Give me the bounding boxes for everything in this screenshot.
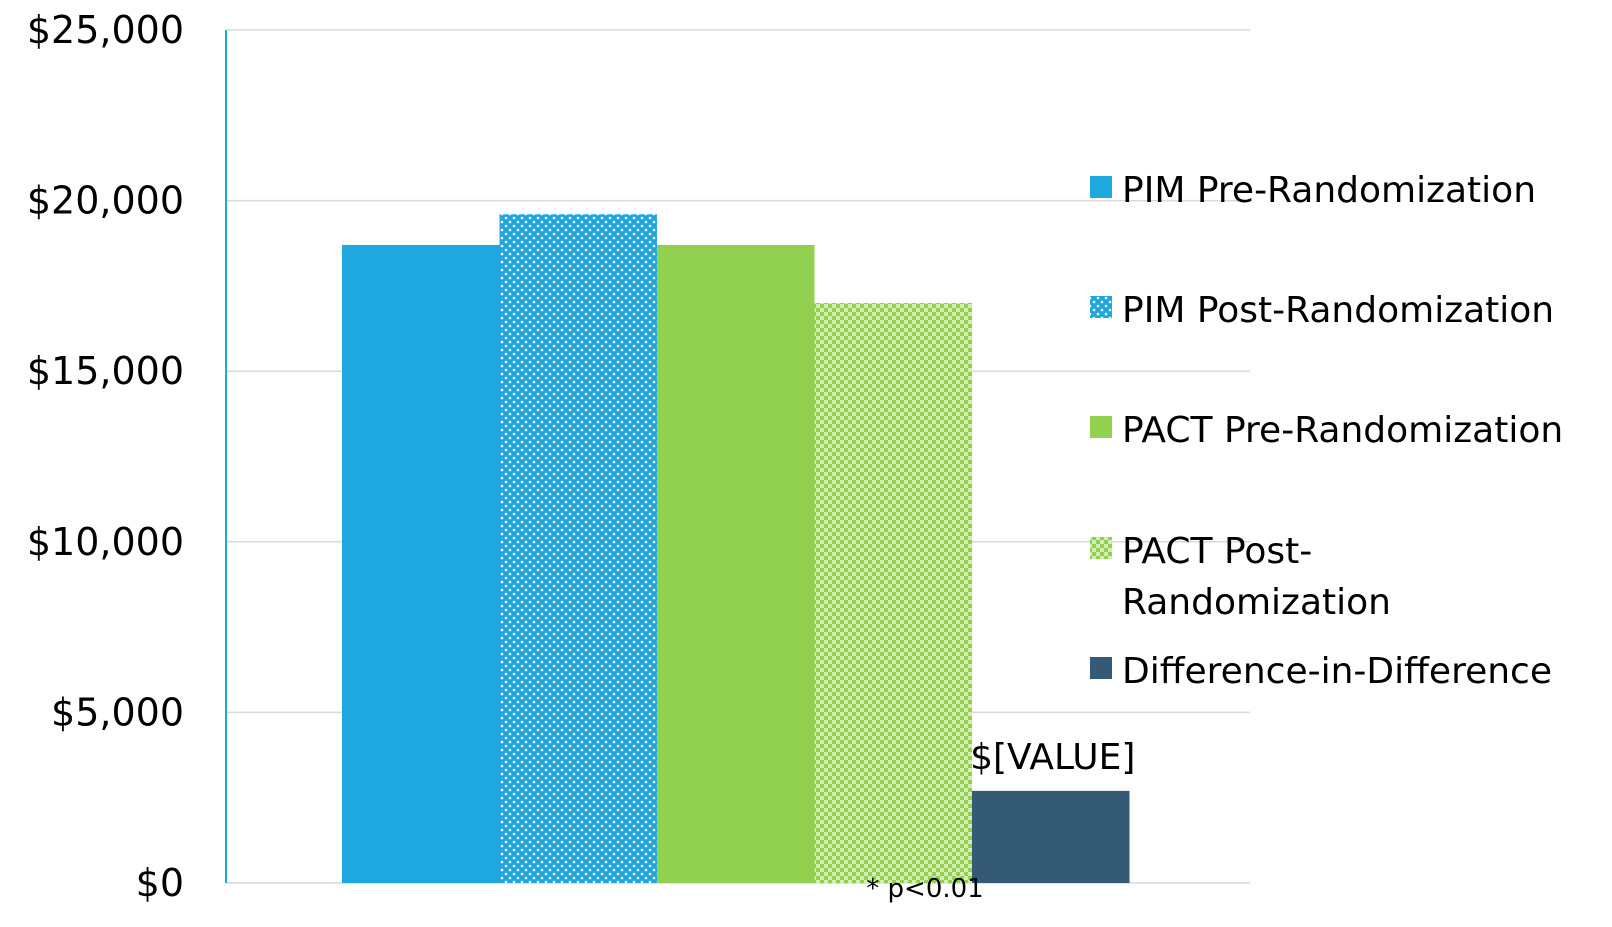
data-label: $[VALUE] <box>970 737 1135 778</box>
y-tick-label: $5,000 <box>51 690 184 734</box>
footnote: * p<0.01 <box>866 874 983 904</box>
y-tick-label: $20,000 <box>27 179 184 223</box>
legend-label: PIM Post-Randomization <box>1122 290 1554 331</box>
bar-difference-in-difference <box>972 790 1130 883</box>
legend-label: Difference-in-Difference <box>1122 651 1552 692</box>
y-tick-label: $15,000 <box>27 349 184 393</box>
y-tick-label: $10,000 <box>27 520 184 564</box>
legend-label: PIM Pre-Randomization <box>1122 170 1536 211</box>
y-tick-label: $0 <box>136 861 184 905</box>
bar-pim-post-randomization <box>499 214 657 884</box>
legend-swatch <box>1090 657 1112 679</box>
data-labels: $[VALUE] <box>970 737 1135 778</box>
bar-pact-pre-randomization <box>657 244 815 883</box>
legend-swatch <box>1090 296 1112 318</box>
y-tick-label: $25,000 <box>27 8 184 52</box>
legend-label: PACT Pre-Randomization <box>1122 410 1563 451</box>
legend-swatch <box>1090 176 1112 198</box>
legend: PIM Pre-Randomization PIM Post-Randomizat… <box>1090 170 1563 692</box>
legend-label: PACT Post- <box>1122 531 1312 572</box>
bar-pact-post-randomization <box>814 302 972 884</box>
legend-swatch <box>1090 537 1112 559</box>
legend-label: Randomization <box>1122 582 1391 623</box>
bar-pim-pre-randomization <box>342 244 500 883</box>
bars <box>342 214 1130 884</box>
y-axis: $0 $5,000 $10,000 $15,000 $20,000 $25,000 <box>27 8 227 905</box>
legend-swatch <box>1090 416 1112 438</box>
